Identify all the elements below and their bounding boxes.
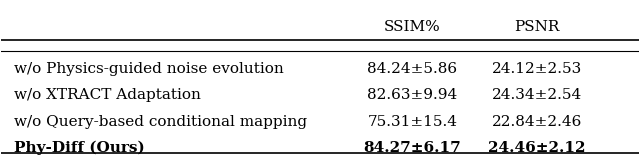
Text: 24.12±2.53: 24.12±2.53 [492, 62, 582, 76]
Text: w/o XTRACT Adaptation: w/o XTRACT Adaptation [14, 88, 201, 102]
Text: 84.27±6.17: 84.27±6.17 [364, 141, 461, 155]
Text: 75.31±15.4: 75.31±15.4 [367, 115, 458, 129]
Text: 24.46±2.12: 24.46±2.12 [488, 141, 586, 155]
Text: w/o Query-based conditional mapping: w/o Query-based conditional mapping [14, 115, 307, 129]
Text: PSNR: PSNR [514, 20, 559, 34]
Text: Phy-Diff (Ours): Phy-Diff (Ours) [14, 141, 145, 156]
Text: 24.34±2.54: 24.34±2.54 [492, 88, 582, 102]
Text: 82.63±9.94: 82.63±9.94 [367, 88, 458, 102]
Text: 84.24±5.86: 84.24±5.86 [367, 62, 458, 76]
Text: SSIM%: SSIM% [384, 20, 441, 34]
Text: 22.84±2.46: 22.84±2.46 [492, 115, 582, 129]
Text: w/o Physics-guided noise evolution: w/o Physics-guided noise evolution [14, 62, 284, 76]
